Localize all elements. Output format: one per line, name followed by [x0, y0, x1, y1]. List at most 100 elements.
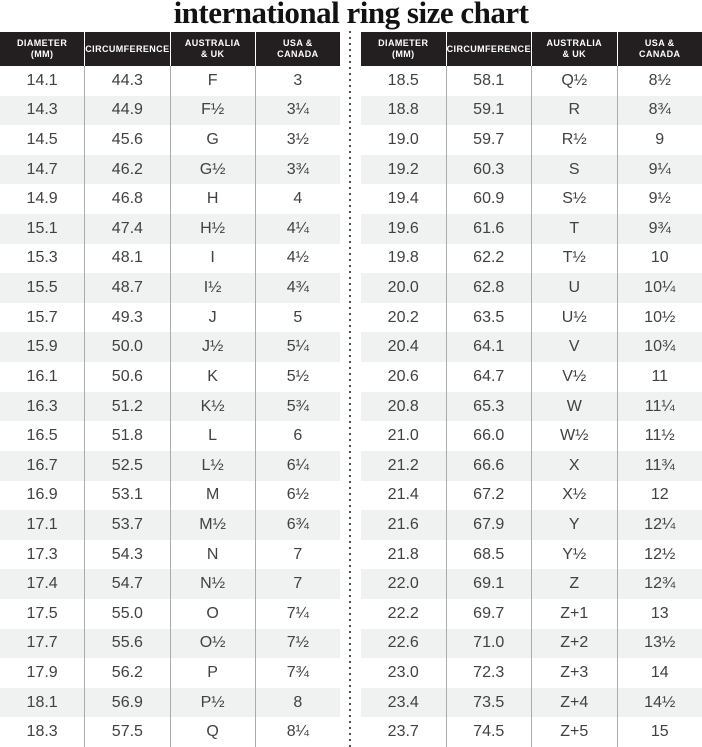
table-cell: Z+1	[532, 598, 618, 629]
table-cell: 11½	[644, 427, 675, 445]
table-cell: 6¾	[286, 515, 309, 533]
table-cell: 47.4	[85, 214, 171, 244]
table-cell: 61.6	[447, 214, 532, 244]
table-cell: 5¼	[286, 338, 309, 356]
table-cell: 64.7	[447, 362, 532, 392]
table-row: 20.2 63.5 U½ 10½	[361, 302, 702, 333]
table-cell: 44.3	[85, 66, 171, 96]
table-cell: W	[532, 391, 618, 422]
table-cell: 8¼	[286, 723, 309, 741]
table-cell: 46.2	[85, 154, 171, 185]
table-row: 17.3 54.3 N 7	[0, 539, 340, 570]
table-cell: Q	[171, 717, 256, 747]
table-cell: 4	[293, 190, 303, 208]
table-row: 19.4 60.9 S½ 9½	[361, 184, 702, 215]
table-row: 21.2 66.6 X 11¾	[361, 450, 702, 481]
table-cell: 15.5	[0, 273, 86, 303]
table-cell: 55.0	[85, 598, 171, 629]
table-row: 16.3 51.2 K½ 5¾	[0, 391, 340, 422]
table-cell: 15	[650, 723, 669, 741]
table-row: 18.8 59.1 R 8¾	[361, 95, 702, 126]
column-header: USA & CANADA	[255, 32, 340, 66]
table-cell: 3¼	[286, 101, 309, 119]
table-cell: 10¾	[644, 338, 676, 356]
table-cell: U	[532, 273, 618, 303]
table-cell: 7½	[286, 634, 309, 652]
table-cell: R	[532, 95, 618, 126]
table-row: 20.0 62.8 U 10¼	[361, 273, 702, 303]
table-cell: 21.4	[361, 480, 447, 511]
table-row: 17.4 54.7 N½ 7	[0, 569, 340, 599]
table-cell: 62.8	[447, 273, 532, 303]
table-body: 14.1 44.3 F 3 14.3 44.9 F½ 3¼ 14.5 45.6 G 3½ 14.7 46.…	[0, 66, 340, 747]
table-cell: 63.5	[447, 302, 532, 333]
table-cell: 14.7	[0, 154, 86, 185]
table-row: 17.7 55.6 O½ 7½	[0, 628, 340, 659]
table-cell: 15.1	[0, 214, 86, 244]
table-row: 14.9 46.8 H 4	[0, 184, 340, 215]
table-cell: Z+4	[532, 687, 618, 718]
table-row: 20.8 65.3 W 11¼	[361, 391, 702, 422]
table-cell: 7	[293, 575, 303, 593]
table-row: 15.3 48.1 I 4½	[0, 243, 340, 274]
page-title: international ring size chart	[173, 0, 529, 30]
table-row: 15.9 50.0 J½ 5¼	[0, 332, 340, 363]
table-cell: 16.1	[0, 362, 86, 392]
table-cell: 14.1	[0, 66, 86, 96]
table-cell: 8	[293, 693, 303, 711]
table-cell: 9	[655, 131, 665, 149]
table-cell: 19.6	[361, 214, 447, 244]
table-cell: 73.5	[447, 687, 532, 718]
table-cell: 4¾	[286, 279, 309, 297]
table-cell: 6½	[286, 486, 309, 504]
table-cell: 13½	[644, 634, 676, 652]
table-cell: T	[532, 214, 618, 244]
table-row: 21.8 68.5 Y½ 12½	[361, 539, 702, 570]
table-cell: 57.5	[85, 717, 171, 747]
table-cell: H	[171, 184, 256, 215]
table-cell: K	[171, 362, 256, 392]
table-cell: 50.6	[85, 362, 171, 392]
table-header-row: DIAMETER (mm) CIRCUMFERENCE AUSTRALIA & UK US…	[361, 32, 702, 66]
table-cell: 48.7	[85, 273, 171, 303]
table-cell: Y	[532, 510, 618, 540]
table-row: 14.7 46.2 G½ 3¾	[0, 154, 340, 185]
tables-container: DIAMETER (mm) CIRCUMFERENCE AUSTRALIA & UK US…	[0, 32, 702, 747]
ring-size-table-right: DIAMETER (mm) CIRCUMFERENCE AUSTRALIA & UK US…	[361, 32, 702, 747]
table-row: 23.0 72.3 Z+3 14	[361, 658, 702, 688]
table-row: 15.7 49.3 J 5	[0, 302, 340, 333]
dotted-divider	[349, 31, 351, 747]
table-cell: 56.9	[85, 687, 171, 718]
table-cell: 5½	[286, 367, 309, 385]
table-cell: 18.5	[361, 66, 447, 96]
table-cell: 48.1	[85, 243, 171, 274]
table-cell: I	[171, 243, 256, 274]
table-cell: 17.4	[0, 569, 86, 599]
table-row: 16.5 51.8 L 6	[0, 421, 340, 451]
table-cell: 20.6	[361, 362, 447, 392]
table-cell: W½	[532, 421, 618, 451]
table-row: 21.6 67.9 Y 12¼	[361, 510, 702, 540]
table-cell: 12¼	[644, 515, 676, 533]
table-cell: 53.1	[85, 480, 171, 511]
table-cell: 8¾	[648, 101, 671, 119]
table-cell: 4½	[286, 249, 309, 267]
table-row: 20.6 64.7 V½ 11	[361, 362, 702, 392]
table-row: 20.4 64.1 V 10¾	[361, 332, 702, 363]
table-cell: Z	[532, 569, 618, 599]
table-cell: R½	[532, 125, 618, 155]
table-cell: 15.7	[0, 302, 86, 333]
table-row: 18.3 57.5 Q 8¼	[0, 717, 340, 747]
table-cell: 15.9	[0, 332, 86, 363]
column-header: USA & CANADA	[617, 32, 702, 66]
table-cell: 46.8	[85, 184, 171, 215]
table-cell: F	[171, 66, 256, 96]
table-cell: 18.3	[0, 717, 86, 747]
table-cell: Z+3	[532, 658, 618, 688]
table-row: 14.5 45.6 G 3½	[0, 125, 340, 155]
table-row: 22.0 69.1 Z 12¾	[361, 569, 702, 599]
table-cell: 8½	[648, 71, 671, 89]
table-row: 14.3 44.9 F½ 3¼	[0, 95, 340, 126]
table-cell: L	[171, 421, 256, 451]
table-cell: O½	[171, 628, 256, 659]
